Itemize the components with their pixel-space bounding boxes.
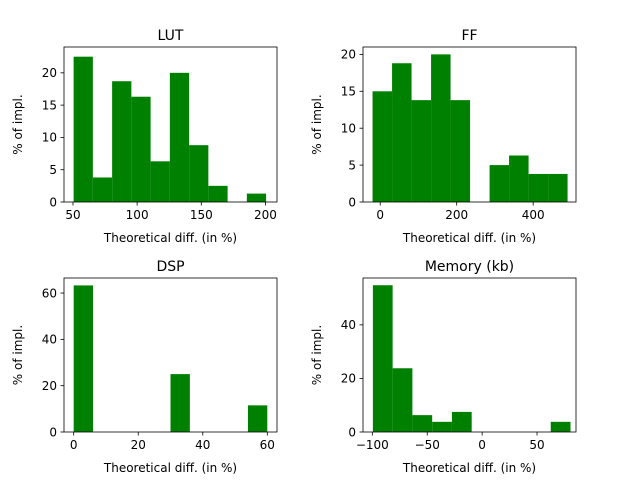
histogram-bar	[392, 63, 412, 202]
x-tick-label: 0	[376, 208, 384, 222]
y-tick-label: 20	[42, 379, 57, 393]
histogram-bar	[489, 165, 510, 202]
y-tick-label: 40	[42, 333, 57, 347]
y-tick-label: 10	[341, 121, 356, 135]
histogram-bar	[92, 177, 113, 202]
x-tick-label: 40	[195, 438, 210, 452]
axes-frame	[63, 46, 278, 203]
chart-title: FF	[461, 28, 477, 44]
y-tick-label: 20	[341, 48, 356, 62]
y-tick-label: 20	[42, 66, 57, 80]
y-tick-label: 10	[42, 131, 57, 145]
histogram-bar	[509, 155, 529, 202]
histogram-panel-3: −100 −50 0 50 0 20 40 Memory (kb) Theoretical di…	[310, 259, 577, 475]
x-tick-label: 150	[190, 208, 213, 222]
histogram-bar	[246, 193, 267, 202]
histogram-bar	[73, 56, 93, 202]
histogram-bar	[247, 405, 268, 432]
histogram-bar	[150, 161, 170, 202]
histogram-bar	[73, 285, 94, 432]
x-tick-label: 20	[131, 438, 146, 452]
chart-title: Memory (kb)	[425, 259, 514, 275]
x-tick-label: 0	[478, 438, 486, 452]
x-tick-label: 50	[529, 438, 544, 452]
histogram-bar	[450, 100, 471, 202]
histogram-panel-1: 0 200 400 0 5 10 15 20 FF Theoretical diff. (in %…	[310, 28, 577, 245]
x-tick-label: 0	[70, 438, 78, 452]
histogram-bar	[431, 54, 451, 202]
histogram-bar	[189, 145, 209, 202]
y-tick-label: 0	[49, 195, 57, 209]
histogram-bar	[550, 421, 571, 432]
y-axis-label: % of impl.	[310, 94, 324, 154]
histogram-bar	[131, 96, 151, 202]
x-tick-label: −50	[415, 438, 440, 452]
x-tick-label: 200	[445, 208, 468, 222]
x-tick-label: 100	[126, 208, 149, 222]
histogram-panel-0: 50 100 150 200 0 5 10 15 20 LUT Theoretical diff. …	[11, 28, 278, 245]
x-axis-label: Theoretical diff. (in %)	[402, 461, 536, 475]
x-axis-label: Theoretical diff. (in %)	[103, 461, 237, 475]
x-tick-label: 200	[254, 208, 277, 222]
axes-frame	[63, 277, 278, 433]
histogram-bar	[208, 185, 228, 202]
histogram-bar	[411, 100, 432, 202]
histogram-bar	[548, 173, 568, 202]
axes-frame	[362, 277, 577, 433]
x-tick-label: 60	[260, 438, 275, 452]
histogram-bar	[372, 91, 393, 202]
histogram-bar	[169, 72, 190, 202]
y-tick-label: 15	[42, 98, 57, 112]
chart-title: LUT	[158, 28, 184, 44]
histogram-bar	[112, 81, 132, 202]
y-tick-label: 20	[341, 372, 356, 386]
histogram-bar	[432, 421, 452, 432]
y-tick-label: 15	[341, 85, 356, 99]
y-tick-label: 5	[348, 158, 356, 172]
y-tick-label: 0	[49, 425, 57, 439]
y-tick-label: 5	[49, 163, 57, 177]
histogram-bar	[528, 173, 549, 202]
x-tick-label: −100	[356, 438, 389, 452]
x-tick-label: 400	[522, 208, 545, 222]
x-axis-label: Theoretical diff. (in %)	[402, 231, 536, 245]
y-axis-label: % of impl.	[310, 325, 324, 385]
histogram-bar	[372, 285, 393, 432]
x-tick-label: 50	[65, 208, 80, 222]
chart-title: DSP	[156, 259, 184, 275]
y-axis-label: % of impl.	[11, 325, 25, 385]
y-tick-label: 0	[348, 195, 356, 209]
y-tick-label: 40	[341, 318, 356, 332]
axes-frame	[362, 46, 577, 203]
y-axis-label: % of impl.	[11, 94, 25, 154]
y-tick-label: 0	[348, 425, 356, 439]
histogram-bar	[170, 374, 190, 432]
histogram-bar	[392, 368, 413, 432]
y-tick-label: 60	[42, 286, 57, 300]
x-axis-label: Theoretical diff. (in %)	[103, 231, 237, 245]
histogram-panel-2: 0 20 40 60 0 20 40 60 DSP Theoretical diff. (in %…	[11, 259, 278, 475]
histogram-bar	[412, 415, 433, 432]
histogram-bar	[451, 411, 472, 432]
